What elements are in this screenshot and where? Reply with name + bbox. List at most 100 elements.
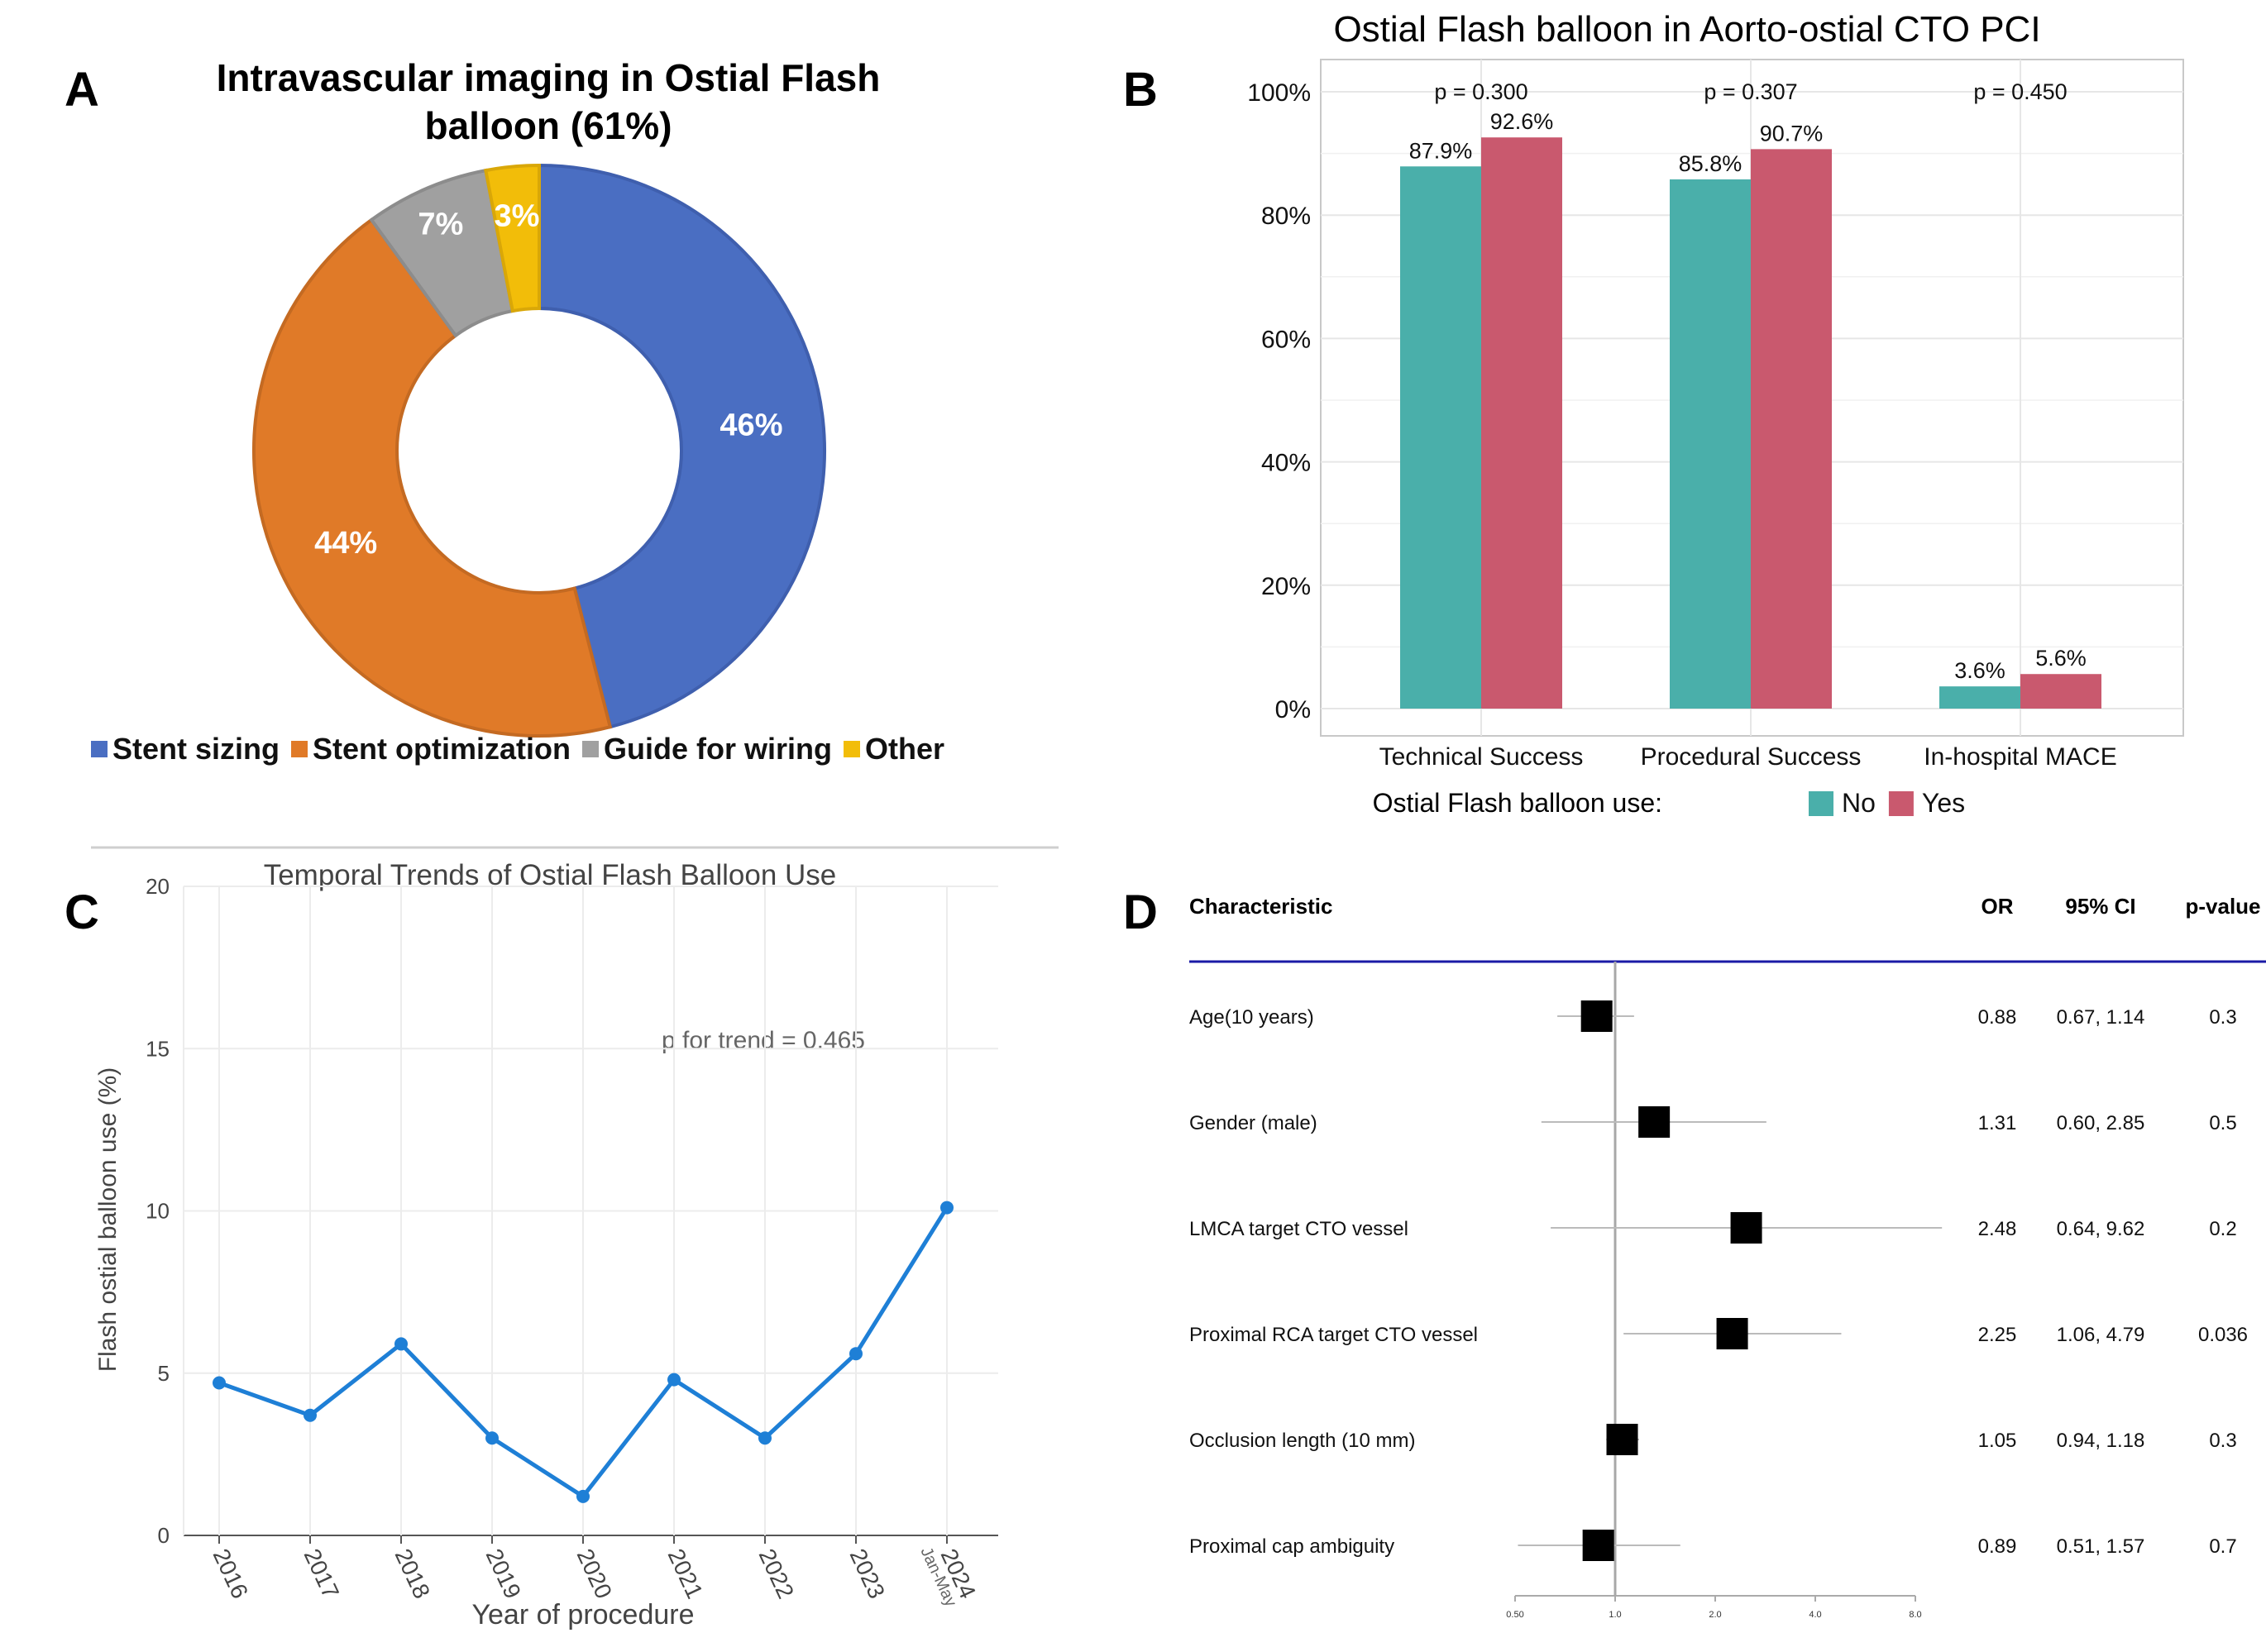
trend-annotation: p for trend = 0.465 xyxy=(662,1027,865,1054)
bar-legend-title: Ostial Flash balloon use: xyxy=(1373,788,1662,818)
legend-label: Guide for wiring xyxy=(604,732,832,766)
bar-value-label: 92.6% xyxy=(1490,109,1554,134)
or-marker xyxy=(1582,1530,1614,1561)
forest-row-label: Gender (male) xyxy=(1189,1112,1317,1134)
bar xyxy=(2020,674,2101,709)
bar xyxy=(1400,166,1481,709)
bar-value-label: 85.8% xyxy=(1679,151,1743,176)
forest-ci-value: 1.06, 4.79 xyxy=(2057,1324,2145,1346)
forest-x-tick-label: 4.0 xyxy=(1809,1610,1821,1620)
x-tick-label: 2017 xyxy=(299,1545,344,1602)
plot-border xyxy=(1320,59,2184,737)
line-y-axis-label: Flash ostial balloon use (%) xyxy=(94,1067,122,1373)
or-marker xyxy=(1580,1000,1613,1032)
legend-label: No xyxy=(1842,788,1876,818)
y-tick-label: 80% xyxy=(1261,203,1311,230)
forest-p-value: 0.5 xyxy=(2209,1112,2236,1134)
forest-header-ci: 95% CI xyxy=(2065,894,2135,919)
legend-swatch xyxy=(291,741,308,757)
x-tick-label: 2018 xyxy=(390,1545,435,1602)
data-point xyxy=(394,1337,408,1351)
bar-value-label: 87.9% xyxy=(1409,138,1473,163)
bar-value-label: 90.7% xyxy=(1760,121,1824,146)
forest-row-label: Proximal cap ambiguity xyxy=(1189,1535,1394,1558)
x-tick-label: In-hospital MACE xyxy=(1924,743,2116,771)
forest-row-label: Occlusion length (10 mm) xyxy=(1189,1430,1415,1452)
x-tick-label: 2021 xyxy=(663,1545,708,1602)
x-tick-label: Technical Success xyxy=(1379,743,1584,771)
y-tick-label: 15 xyxy=(146,1036,170,1061)
or-marker xyxy=(1638,1106,1671,1138)
forest-p-value: 0.2 xyxy=(2209,1218,2236,1240)
legend-swatch xyxy=(582,741,599,757)
forest-p-value: 0.3 xyxy=(2209,1006,2236,1029)
legend-label: Other xyxy=(865,732,944,766)
or-marker xyxy=(1730,1212,1762,1244)
y-tick-label: 5 xyxy=(158,1361,170,1386)
donut-title-line2: balloon (61%) xyxy=(424,104,672,147)
donut-chart: Intravascular imaging in Ostial Flash ba… xyxy=(91,56,944,766)
x-tick-label: 2020 xyxy=(572,1545,617,1602)
forest-or-value: 0.88 xyxy=(1978,1006,2017,1029)
data-point xyxy=(576,1489,590,1503)
bar xyxy=(1481,137,1562,709)
y-tick-label: 10 xyxy=(146,1199,170,1224)
bar xyxy=(1751,149,1832,709)
forest-ci-value: 0.94, 1.18 xyxy=(2057,1430,2145,1452)
forest-or-value: 0.89 xyxy=(1978,1535,2017,1558)
panel-label-c: C xyxy=(65,886,99,939)
bar-value-label: 3.6% xyxy=(1954,658,2005,683)
bar-chart-title: Ostial Flash balloon in Aorto-ostial CTO… xyxy=(1333,9,2040,50)
forest-ci-value: 0.51, 1.57 xyxy=(2057,1535,2145,1558)
forest-ci-value: 0.60, 2.85 xyxy=(2057,1112,2145,1134)
line-x-axis-label: Year of procedure xyxy=(471,1599,694,1631)
forest-or-value: 2.25 xyxy=(1978,1324,2017,1346)
forest-p-value: 0.036 xyxy=(2198,1324,2248,1346)
y-tick-label: 40% xyxy=(1261,450,1311,477)
donut-title-line1: Intravascular imaging in Ostial Flash xyxy=(217,56,881,99)
forest-x-tick-label: 8.0 xyxy=(1909,1610,1921,1620)
forest-ci-value: 0.64, 9.62 xyxy=(2057,1218,2145,1240)
data-point xyxy=(940,1201,954,1215)
forest-p-value: 0.3 xyxy=(2209,1430,2236,1452)
x-tick-label: 2022 xyxy=(754,1545,799,1602)
bar xyxy=(1670,179,1751,709)
forest-plot: Characteristic OR 95% CI p-value 0.50 1.0… xyxy=(1189,894,2266,1620)
y-tick-label: 0% xyxy=(1275,696,1311,723)
data-point xyxy=(213,1376,226,1390)
forest-row-label: Age(10 years) xyxy=(1189,1006,1314,1029)
y-tick-label: 100% xyxy=(1247,79,1311,107)
forest-ci-value: 0.67, 1.14 xyxy=(2057,1006,2145,1029)
forest-x-tick-label: 2.0 xyxy=(1709,1610,1721,1620)
legend-label: Stent optimization xyxy=(313,732,571,766)
forest-header-p: p-value xyxy=(2185,894,2260,919)
or-marker xyxy=(1716,1318,1748,1349)
forest-row-label: Proximal RCA target CTO vessel xyxy=(1189,1324,1478,1346)
forest-p-value: 0.7 xyxy=(2209,1535,2236,1558)
donut-slice-label: 46% xyxy=(719,408,782,443)
p-value-label: p = 0.300 xyxy=(1434,79,1527,104)
data-point xyxy=(304,1408,317,1422)
x-tick-label: 2023 xyxy=(845,1545,890,1602)
data-point xyxy=(758,1431,772,1445)
forest-x-tick-label: 0.50 xyxy=(1506,1610,1523,1620)
y-tick-label: 20% xyxy=(1261,573,1311,600)
donut-slice-label: 7% xyxy=(418,208,463,242)
panel-label-a: A xyxy=(65,63,99,117)
data-point xyxy=(667,1373,681,1387)
p-value-label: p = 0.307 xyxy=(1704,79,1797,104)
y-tick-label: 0 xyxy=(158,1523,170,1548)
panel-label-d: D xyxy=(1123,886,1158,939)
forest-x-tick-label: 1.0 xyxy=(1609,1610,1621,1620)
x-tick-label: 2016 xyxy=(208,1545,253,1602)
bar-chart: Ostial Flash balloon in Aorto-ostial CTO… xyxy=(1247,9,2184,818)
donut-slice xyxy=(538,163,826,729)
forest-row-label: LMCA target CTO vessel xyxy=(1189,1218,1408,1240)
x-tick-label: Procedural Success xyxy=(1641,743,1862,771)
legend-swatch xyxy=(844,741,860,757)
data-point xyxy=(849,1347,863,1361)
forest-or-value: 2.48 xyxy=(1978,1218,2017,1240)
or-marker xyxy=(1606,1424,1638,1455)
y-tick-label: 60% xyxy=(1261,326,1311,353)
